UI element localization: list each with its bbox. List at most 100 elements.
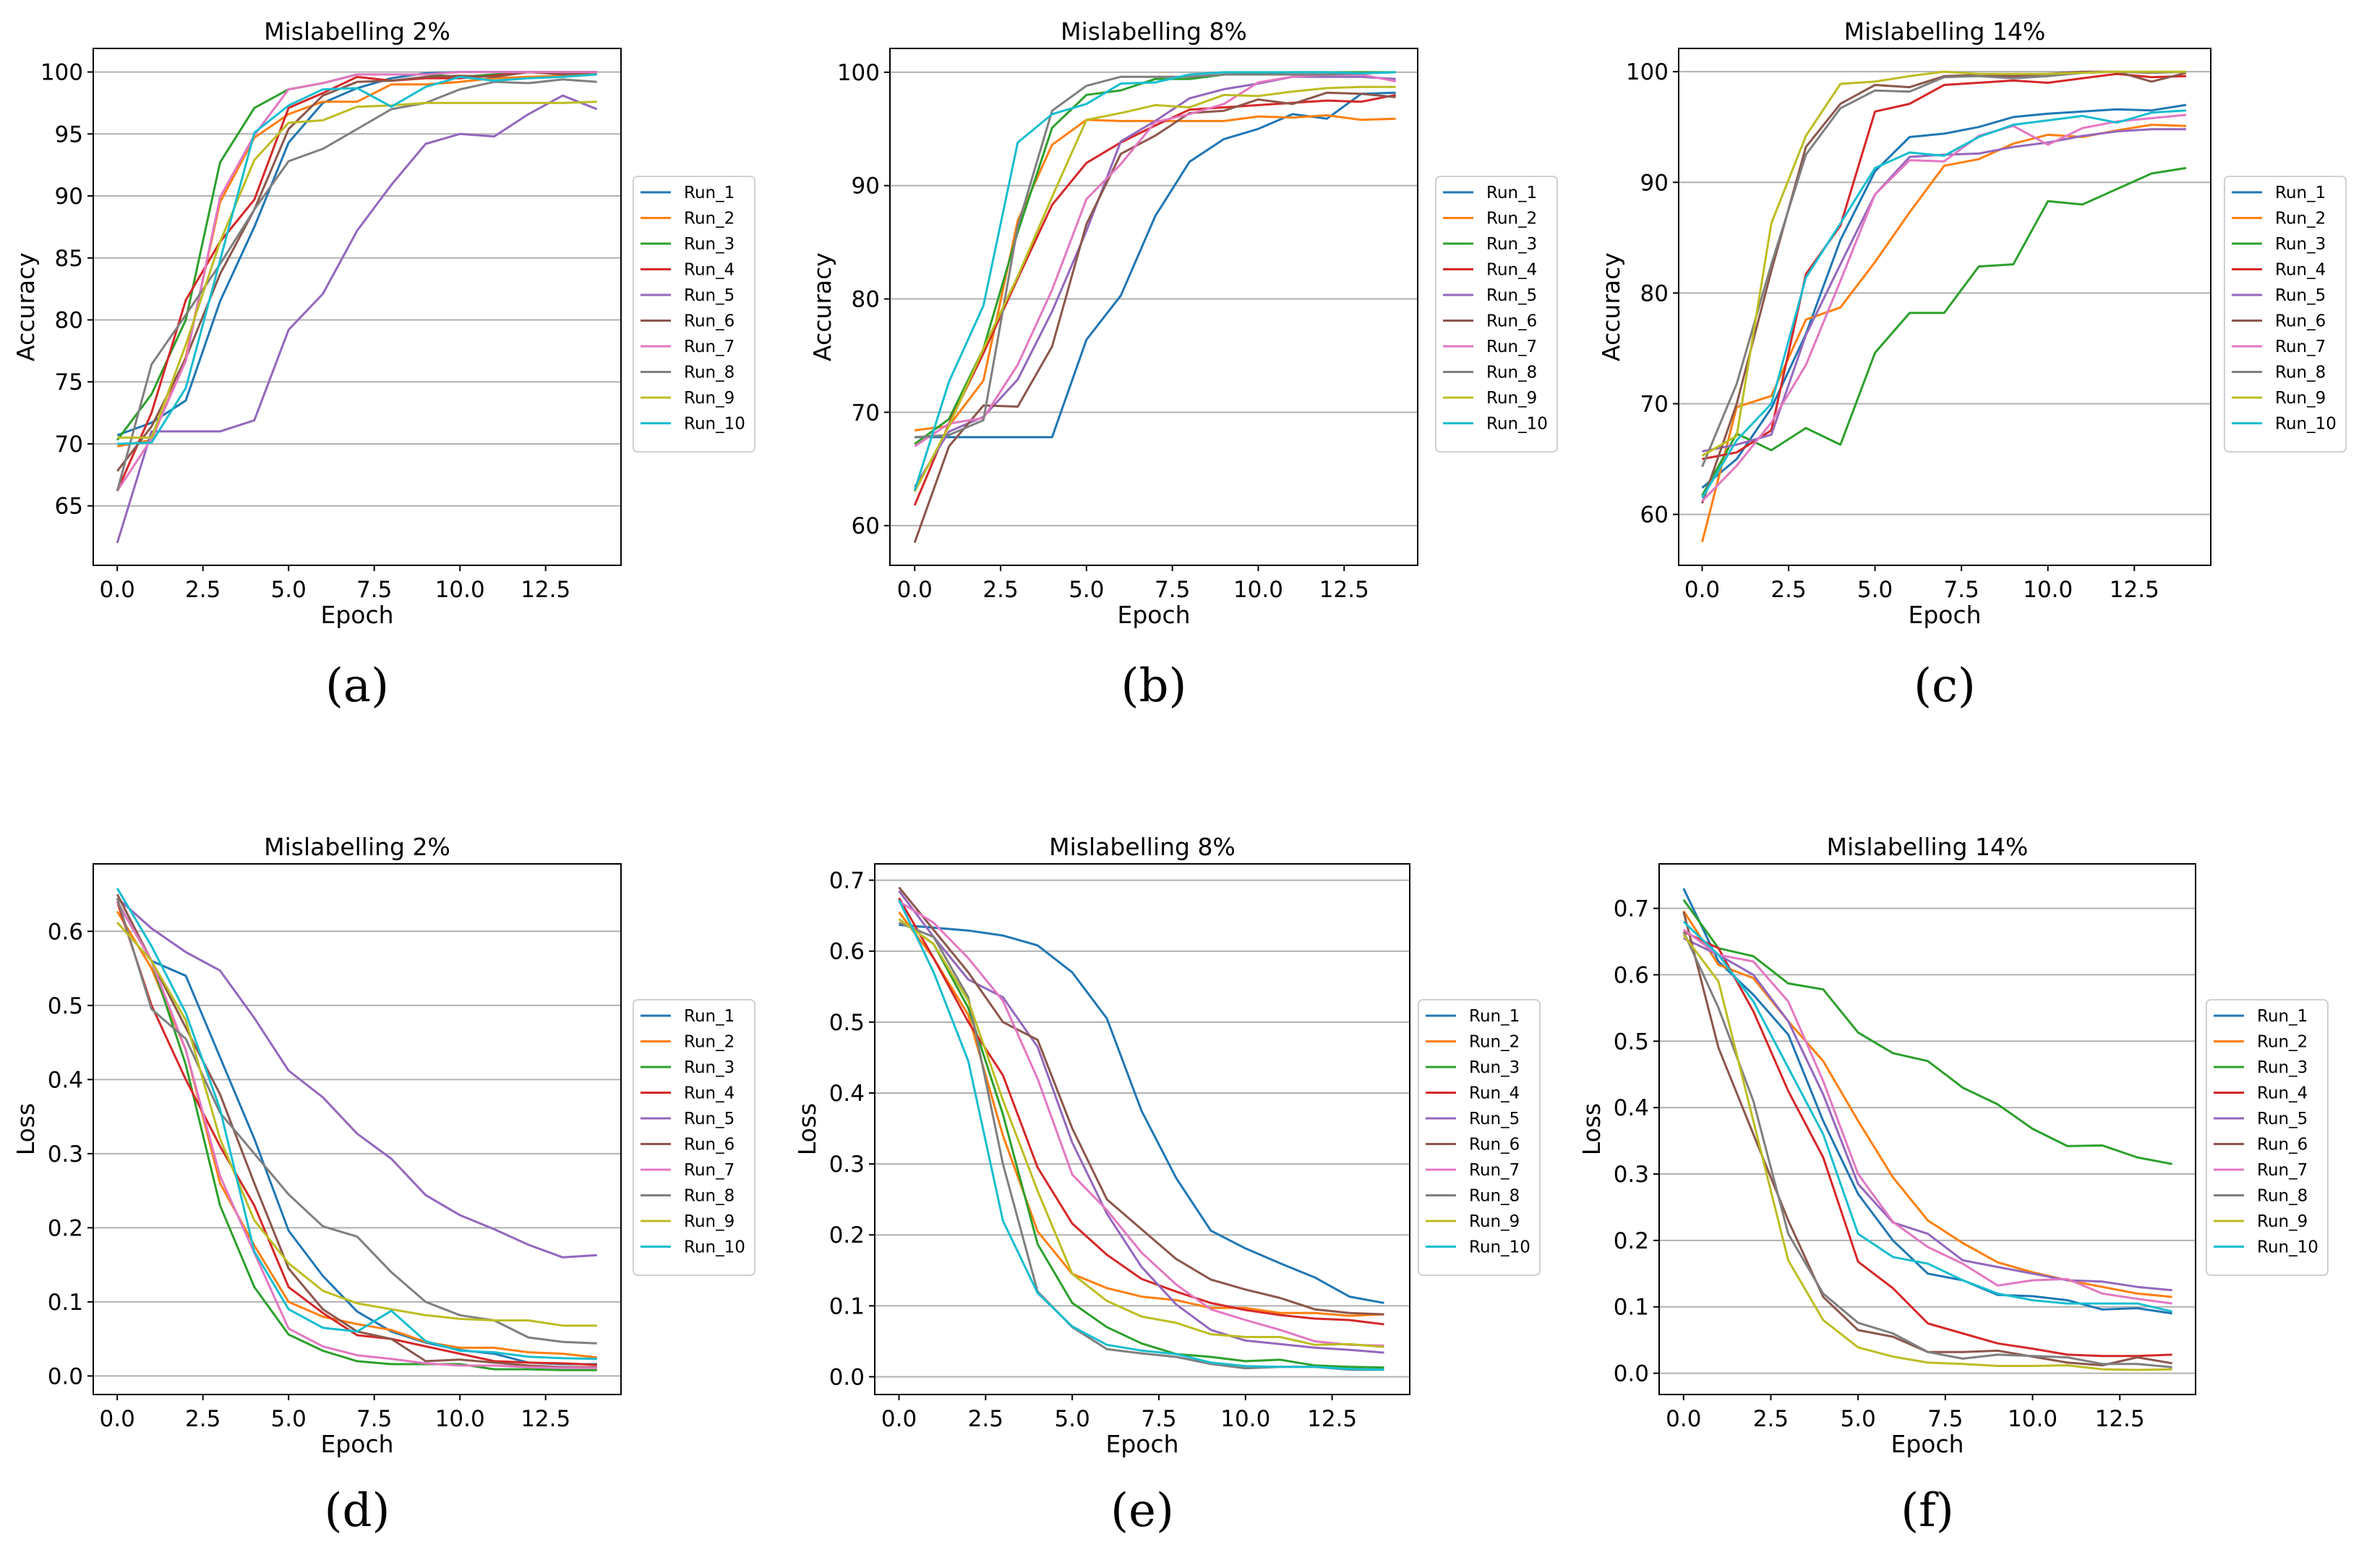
series-line-run-7 [116,901,597,1369]
y-tick-label: 0.6 [48,919,83,945]
panel-label: (a) [325,659,389,713]
y-axis-label: Loss [12,1103,40,1155]
x-tick-label: 7.5 [356,1406,392,1432]
legend-label: Run_1 [684,1007,735,1026]
y-tick-label: 0.3 [48,1141,83,1168]
legend-label: Run_2 [1486,210,1537,228]
x-tick-label: 12.5 [1307,1406,1357,1432]
legend: Run_1 Run_2 Run_3 Run_4 Run_5 Run_6 Run_7 Run_8… [2224,176,2347,453]
series-line-run-1 [915,91,1396,439]
x-axis-label: Epoch [320,601,393,629]
y-tick-label: 60 [852,513,880,539]
legend-label: Run_6 [684,312,735,331]
chart-panel-e: 0.0 0.1 0.2 0.3 0.4 0.5 0.6 0.7 0.0 2.5 5.0 7.5 10.0… [793,833,1541,1538]
series-line-run-2 [898,911,1384,1317]
series-line-run-6 [116,71,597,472]
y-tick-label: 80 [852,287,880,313]
legend-label: Run_2 [2275,210,2326,228]
x-tick-label: 2.5 [982,577,1018,603]
x-tick-label: 10.0 [1220,1406,1270,1432]
legend-label: Run_8 [1486,364,1537,382]
legend-label: Run_9 [684,1212,735,1231]
panel-label: (c) [1914,659,1976,713]
panel-label: (e) [1110,1484,1174,1538]
x-tick-label: 5.0 [1068,577,1104,603]
x-tick-label: 0.0 [1666,1406,1701,1432]
x-tick-label: 7.5 [1155,577,1190,603]
y-tick-label: 0.7 [829,868,865,894]
series-line-run-9 [913,85,1396,492]
series-line-run-8 [116,78,597,492]
x-tick-label: 0.0 [100,577,135,603]
legend-label: Run_10 [1469,1238,1530,1257]
y-tick-label: 0.5 [1614,1029,1649,1055]
y-tick-label: 85 [55,246,83,272]
y-tick-label: 0.5 [48,993,83,1019]
legend-label: Run_6 [2275,312,2326,331]
chart-panel-c: 60 70 80 90 100 0.0 2.5 5.0 7.5 10.0 12.5 Mislabell… [1597,17,2347,713]
x-tick-label: 7.5 [1927,1406,1963,1432]
legend-label: Run_9 [2275,389,2326,408]
series-line-run-5 [898,890,1384,1354]
series-line-run-3 [1682,899,2172,1165]
legend-label: Run_7 [2275,338,2326,356]
legend-label: Run_10 [2257,1238,2318,1257]
y-tick-label: 0.5 [829,1010,865,1036]
y-tick-label: 0.6 [829,939,865,965]
x-tick-label: 12.5 [521,1406,570,1432]
series-line-run-8 [898,922,1384,1371]
chart-panel-f: 0.0 0.1 0.2 0.3 0.4 0.5 0.6 0.7 0.0 2.5 5.0 7.5 10.0… [1577,833,2329,1538]
legend-label: Run_1 [684,184,735,202]
legend-label: Run_5 [1469,1110,1520,1128]
x-tick-label: 10.0 [2023,577,2073,603]
series-line-run-7 [898,900,1384,1347]
legend-label: Run_2 [2257,1033,2308,1052]
legend-label: Run_6 [2257,1136,2308,1154]
y-tick-label: 0.1 [48,1290,83,1316]
y-tick-label: 95 [55,121,83,147]
legend-label: Run_2 [684,210,735,228]
series-line-run-1 [899,923,1384,1304]
legend-label: Run_7 [1469,1161,1520,1180]
series-line-run-10 [913,71,1396,491]
x-tick-label: 5.0 [1055,1406,1090,1432]
series-line-run-5 [913,75,1396,488]
legend-label: Run_9 [1486,389,1537,408]
chart-title: Mislabelling 14% [1844,17,2046,46]
legend-label: Run_1 [1469,1007,1520,1026]
legend-label: Run_8 [1469,1187,1520,1206]
legend-label: Run_1 [1486,184,1537,202]
y-tick-label: 0.0 [829,1364,865,1390]
chart-title: Mislabelling 8% [1061,17,1247,46]
series-line-run-10 [116,888,597,1361]
y-tick-label: 100 [40,60,83,86]
panel-label: (d) [325,1484,390,1538]
legend: Run_1 Run_2 Run_3 Run_4 Run_5 Run_6 Run_7 Run_8… [2206,999,2329,1276]
series-line-run-7 [1701,113,2187,502]
y-tick-label: 70 [55,432,83,458]
y-tick-label: 0.0 [1614,1361,1649,1387]
series-line-run-6 [913,91,1396,544]
y-tick-label: 80 [55,308,83,334]
series-line-run-1 [1682,888,2172,1315]
legend-label: Run_8 [2275,364,2326,382]
legend-label: Run_3 [1469,1058,1520,1077]
y-tick-label: 0.6 [1614,962,1649,988]
x-tick-label: 0.0 [897,577,933,603]
legend-label: Run_3 [1486,235,1537,254]
y-tick-label: 65 [55,494,83,520]
legend-label: Run_10 [684,415,745,434]
y-tick-label: 0.4 [1614,1095,1649,1121]
axes-frame [889,48,1418,566]
series-line-run-10 [898,899,1384,1371]
series-line-run-3 [116,71,597,441]
y-axis-label: Loss [793,1103,821,1155]
series-line-run-6 [1701,70,2187,504]
legend-label: Run_5 [2257,1110,2308,1128]
y-tick-label: 80 [1640,280,1669,307]
series-line-run-8 [1682,931,2172,1368]
legend-label: Run_7 [684,1161,735,1180]
legend-label: Run_4 [684,261,735,280]
x-tick-label: 2.5 [1770,577,1806,603]
legend-label: Run_1 [2257,1007,2308,1026]
